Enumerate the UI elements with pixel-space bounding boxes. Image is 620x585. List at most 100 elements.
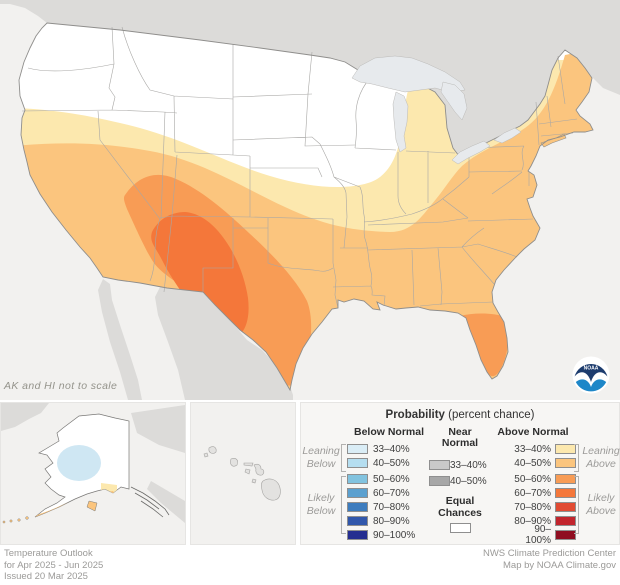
legend-row-label: 80–90% [514, 515, 551, 527]
insets-row: Probability (percent chance) Below Norma… [0, 402, 620, 546]
hawaii-inset-panel [190, 402, 296, 545]
hawaiian-islands [203, 446, 281, 501]
equal-chances-block: Equal Chances [427, 495, 493, 533]
kodiak-island [86, 500, 98, 512]
footer-line: NWS Climate Prediction Center [482, 548, 616, 559]
legend-row-label: 80–90% [373, 515, 410, 527]
alaska-panhandle-islands [130, 486, 170, 518]
aleutian-islands [2, 516, 29, 524]
noaa-logo-sea [575, 379, 607, 392]
legend-row: 33–40% [347, 443, 415, 455]
legend-row: 70–80% [511, 501, 576, 513]
noaa-logo: NOAA [571, 355, 611, 395]
lake-erie [451, 140, 491, 165]
legend-row-label: 40–50% [450, 475, 487, 487]
niihau-island [203, 452, 209, 458]
legend-swatch [347, 444, 368, 454]
near-normal-header: Near Normal [441, 426, 479, 449]
molokai-island [243, 462, 254, 467]
mexico-landmass [155, 287, 293, 400]
legend-row: 40–50% [429, 475, 487, 487]
lanai-island [244, 468, 251, 475]
equal-chances-label: Equal Chances [438, 495, 482, 519]
lake-huron [440, 81, 468, 121]
legend-row-label: 70–80% [373, 501, 410, 513]
legend-row: 80–90% [511, 515, 576, 527]
legend-row-label: 33–40% [514, 443, 551, 455]
hawaii-map [191, 403, 295, 544]
legend-row-label: 40–50% [373, 457, 410, 469]
likely-below-label: Likely Below [306, 492, 336, 517]
legend-swatch [555, 530, 576, 540]
legend-swatch [429, 460, 450, 470]
legend-row-label: 40–50% [514, 457, 551, 469]
ak-below-normal-region [57, 445, 101, 481]
legend-swatch [555, 444, 576, 454]
us-outline [18, 22, 594, 392]
noaa-logo-sky [574, 363, 608, 382]
leaning-above-label: Leaning Above [582, 445, 620, 470]
legend-row-label: 50–60% [514, 473, 551, 485]
legend-row: 50–60% [347, 473, 415, 485]
legend-swatch [347, 516, 368, 526]
legend-swatch [347, 502, 368, 512]
leaning-above-bracket [574, 444, 579, 472]
legend-row-label: 50–60% [373, 473, 410, 485]
legend-title: Probability (percent chance) [385, 409, 535, 421]
near-normal-scale: 33–40% 40–50% [429, 459, 487, 489]
probability-legend-panel: Probability (percent chance) Below Norma… [300, 402, 620, 546]
maui-island [253, 463, 265, 476]
legend-row-label: 90–100% [373, 529, 416, 541]
canada-landmass-ak [131, 405, 185, 453]
legend-row: 60–70% [511, 487, 576, 499]
legend-row: 90–100% [511, 524, 576, 546]
legend-row: 33–40% [511, 443, 576, 455]
legend-row-label: 33–40% [450, 459, 487, 471]
equal-chances-swatch [449, 523, 471, 533]
lake-michigan [392, 91, 409, 153]
legend-swatch [347, 458, 368, 468]
lake-ontario [493, 127, 522, 144]
scale-note: AK and HI not to scale [4, 380, 118, 392]
conus-map [0, 0, 620, 400]
band-above-50-florida [460, 313, 509, 377]
likely-above-label: Likely Above [586, 492, 616, 517]
lake-superior [351, 55, 466, 93]
legend-row: 33–40% [429, 459, 487, 471]
legend-row: 40–50% [347, 457, 415, 469]
legend-swatch [347, 488, 368, 498]
below-normal-scale: 33–40% 40–50% 50–60% 60–70% 70–80% 80–90% 90–1… [347, 443, 415, 543]
canada-landmass [0, 0, 620, 156]
likely-below-bracket [341, 476, 346, 534]
legend-swatch [347, 530, 368, 540]
legend-swatch [555, 502, 576, 512]
legend-swatch [555, 516, 576, 526]
footer: Temperature Outlook for Apr 2025 - Jun 20… [0, 545, 620, 585]
legend-swatch [555, 458, 576, 468]
russia-landmass [1, 403, 49, 431]
likely-above-bracket [574, 476, 579, 534]
legend-row: 70–80% [347, 501, 415, 513]
conus-map-area: AK and HI not to scale NOAA [0, 0, 620, 400]
above-normal-header: Above Normal [497, 426, 569, 438]
legend-row-label: 90–100% [525, 524, 551, 546]
noaa-logo-text: NOAA [584, 366, 599, 372]
legend-row: 80–90% [347, 515, 415, 527]
legend-row: 60–70% [347, 487, 415, 499]
canada-landmass-panhandle [147, 481, 185, 523]
legend-swatch [429, 476, 450, 486]
above-normal-scale: 33–40% 40–50% 50–60% 60–70% 70–80% 80–90% 90–1… [511, 443, 576, 546]
kauai-island [208, 446, 217, 454]
leaning-below-bracket [341, 444, 346, 472]
legend-swatch [347, 474, 368, 484]
alaska-map [1, 403, 185, 544]
footer-line: Map by NOAA Climate.gov [503, 559, 616, 571]
legend-swatch [555, 488, 576, 498]
leaning-below-label: Leaning Below [302, 445, 340, 470]
alaska-inset-panel [0, 402, 186, 545]
below-normal-header: Below Normal [353, 426, 424, 438]
footer-issuance-info: Temperature Outlook for Apr 2025 - Jun 20… [4, 548, 103, 583]
legend-swatch [555, 474, 576, 484]
band-above-60-core [151, 212, 249, 338]
